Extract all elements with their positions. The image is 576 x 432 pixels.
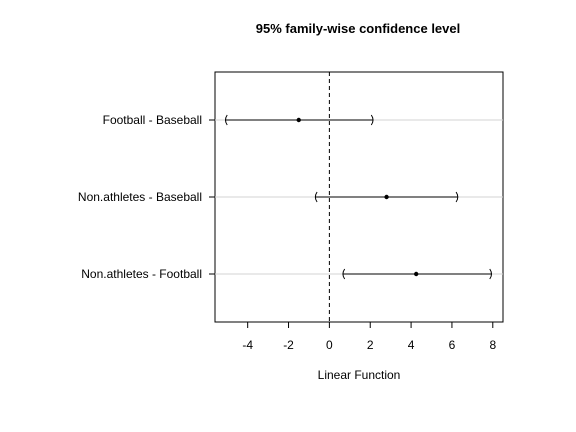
y-tick-label: Non.athletes - Baseball — [78, 190, 202, 204]
y-tick-label: Football - Baseball — [103, 113, 202, 127]
x-tick-label: -2 — [283, 338, 294, 352]
x-tick-label: 4 — [408, 338, 415, 352]
x-axis: -4 -2 0 2 4 6 8 — [242, 321, 496, 352]
estimate-point — [296, 117, 301, 123]
lower-bound-bracket — [224, 114, 228, 126]
x-tick-label: 8 — [489, 338, 496, 352]
x-axis-label: Linear Function — [318, 368, 401, 382]
estimate-point — [384, 194, 389, 200]
interval-1 — [314, 191, 459, 203]
interval-2 — [342, 268, 493, 280]
lower-bound-bracket — [342, 268, 346, 280]
x-tick-label: 6 — [449, 338, 456, 352]
upper-bound-bracket — [455, 191, 459, 203]
interval-0 — [224, 114, 374, 126]
lower-bound-bracket — [314, 191, 318, 203]
confidence-intervals — [224, 114, 493, 280]
chart-title: 95% family-wise confidence level — [256, 21, 460, 36]
upper-bound-bracket — [489, 268, 493, 280]
upper-bound-bracket — [370, 114, 374, 126]
x-tick-label: 2 — [367, 338, 374, 352]
x-tick-label: 0 — [326, 338, 333, 352]
x-tick-label: -4 — [242, 338, 253, 352]
y-axis-labels: Football - Baseball Non.athletes - Baseba… — [78, 113, 215, 281]
estimate-point — [413, 271, 419, 277]
y-tick-label: Non.athletes - Football — [81, 267, 202, 281]
